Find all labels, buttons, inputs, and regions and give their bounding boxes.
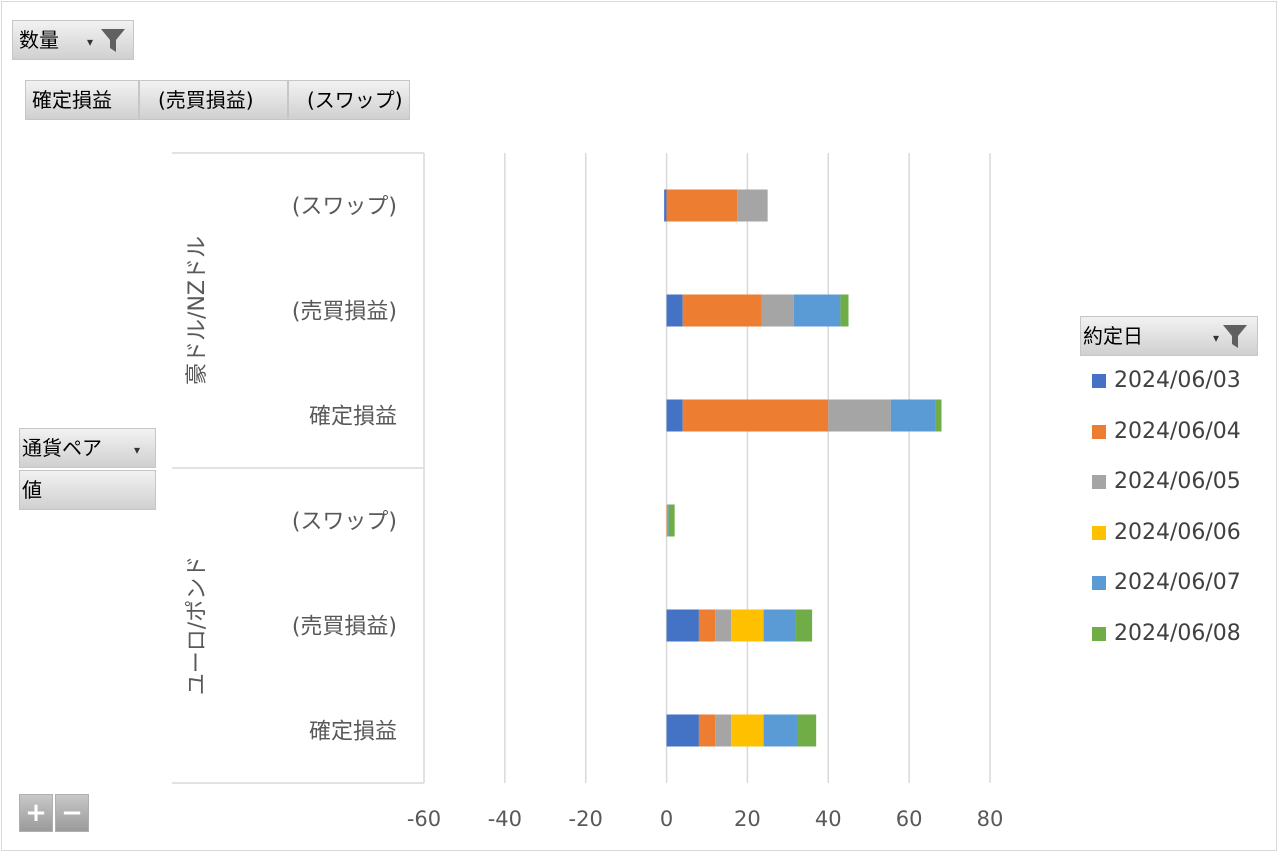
filter-field-label: 数量: [19, 28, 59, 52]
group-label: ユーロ/ポンド: [185, 556, 210, 695]
bar-segment: [666, 399, 683, 432]
dropdown-icon: ▾: [87, 35, 94, 49]
row-field-label: 通貨ペア: [22, 436, 102, 460]
group-label: 豪ドル/NZドル: [185, 236, 210, 385]
column-field-label: (スワップ): [307, 88, 403, 112]
bar-segment: [828, 399, 891, 432]
bar-segment: [763, 714, 798, 747]
values-field-label: 値: [22, 478, 42, 502]
legend-label: 2024/06/06: [1114, 519, 1241, 545]
legend-swatch: [1092, 424, 1106, 439]
legend-swatch: [1092, 475, 1106, 489]
filter-funnel-icon: [101, 29, 125, 52]
bar-segment: [668, 504, 675, 537]
category-label: 確定損益: [309, 405, 397, 430]
category-label: (売買損益): [292, 300, 397, 325]
legend-label: 2024/06/07: [1114, 570, 1241, 595]
column-field-label: (売買損益): [158, 88, 254, 112]
bar-segment: [664, 189, 667, 222]
expand-button[interactable]: +: [19, 794, 53, 832]
bar-segment: [666, 294, 683, 327]
legend-swatch: [1092, 626, 1106, 641]
legend-label: 2024/06/03: [1114, 368, 1241, 393]
bar-segment: [840, 294, 849, 327]
bar-segment: [761, 294, 794, 327]
bar-segment: [666, 714, 699, 747]
category-label: (売買損益): [292, 615, 397, 640]
x-tick-label: -60: [407, 807, 441, 831]
bar-segment: [715, 714, 732, 747]
x-tick-label: 80: [977, 807, 1004, 831]
column-field-button-realized[interactable]: 確定損益: [25, 80, 139, 120]
bar-segment: [795, 609, 813, 642]
legend-field-button[interactable]: 約定日 ▾: [1080, 316, 1258, 356]
dropdown-icon: ▾: [134, 443, 141, 457]
collapse-button[interactable]: −: [55, 794, 89, 832]
x-tick-label: 0: [660, 807, 673, 831]
bar-segment: [666, 189, 738, 222]
legend-label: 2024/06/05: [1114, 469, 1241, 494]
bar-segment: [666, 504, 668, 537]
bar-segment: [667, 504, 669, 537]
filter-funnel-icon: [1223, 325, 1247, 348]
bar-segment: [715, 609, 732, 642]
bar-segment: [667, 504, 669, 537]
legend-label: 2024/06/04: [1114, 418, 1241, 444]
bar-segment: [731, 714, 764, 747]
bar-segment: [698, 609, 716, 642]
bar-segment: [731, 609, 764, 642]
column-field-label: 確定損益: [32, 88, 112, 112]
legend-swatch: [1092, 374, 1106, 388]
column-field-button-swap[interactable]: (スワップ): [288, 80, 410, 120]
bar-segment: [698, 714, 716, 747]
category-label: (スワップ): [292, 195, 397, 220]
bar-segment: [666, 609, 699, 642]
x-tick-label: -40: [488, 807, 522, 831]
category-label: 確定損益: [309, 720, 397, 745]
x-tick-label: -20: [569, 807, 603, 831]
values-field-button[interactable]: 値: [19, 470, 156, 510]
bar-segment: [763, 609, 796, 642]
legend-field-label: 約定日: [1083, 324, 1143, 348]
x-tick-label: 40: [815, 807, 842, 831]
legend-swatch: [1092, 576, 1106, 590]
x-tick-label: 60: [896, 807, 923, 831]
legend-label: 2024/06/08: [1114, 620, 1241, 646]
bar-segment: [797, 714, 817, 747]
bar-segment: [890, 399, 936, 432]
x-tick-label: 20: [734, 807, 761, 831]
column-field-button-trade[interactable]: (売買損益): [139, 80, 288, 120]
bar-segment: [682, 294, 762, 327]
filter-field-button[interactable]: 数量 ▾: [12, 20, 134, 60]
category-label: (スワップ): [292, 510, 397, 535]
bar-segment: [682, 399, 829, 432]
bar-segment: [737, 189, 768, 222]
dropdown-icon: ▾: [1213, 331, 1220, 345]
row-field-button[interactable]: 通貨ペア ▾: [19, 428, 156, 468]
legend-swatch: [1092, 525, 1106, 540]
bar-segment: [793, 294, 841, 327]
bar-segment: [935, 399, 942, 432]
